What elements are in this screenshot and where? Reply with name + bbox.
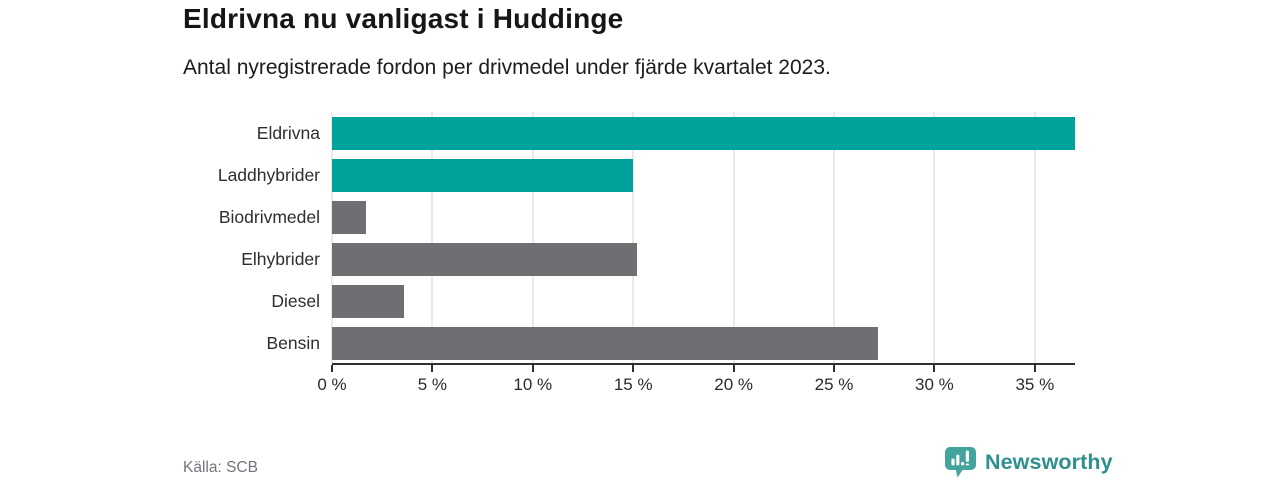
source-note: Källa: SCB (183, 459, 258, 476)
axis-tick (331, 365, 333, 372)
x-axis: 0 % 5 % 10 % 15 % 20 % 25 % 30 % 35 % (317, 365, 1075, 405)
bar (332, 285, 405, 318)
axis-tick-label: 10 % (513, 375, 553, 394)
axis-tick (732, 365, 735, 372)
gridline (732, 112, 735, 363)
chart-subtitle: Antal nyregistrerade fordon per drivmede… (183, 56, 831, 79)
axis-tick-label: 35 % (1015, 375, 1055, 394)
axis-tick-label: 25 % (814, 375, 854, 394)
gridline (933, 112, 936, 363)
axis-tick (632, 365, 635, 372)
gridline (833, 112, 836, 363)
category-label: Eldrivna (256, 123, 320, 143)
axis-tick-label: 20 % (714, 375, 753, 394)
axis-tick (833, 365, 836, 372)
axis-tick-label: 5 % (417, 375, 448, 394)
bar (332, 117, 1075, 150)
category-label: Bensin (266, 333, 320, 353)
gridline (431, 112, 434, 363)
bar (332, 201, 367, 234)
axis-tick-label: 15 % (613, 375, 653, 394)
bar (332, 159, 634, 192)
newsworthy-logo-text: Newsworthy (985, 449, 1113, 474)
axis-tick (933, 365, 936, 372)
gridline (531, 112, 534, 363)
category-label: Diesel (271, 291, 320, 311)
bar (332, 243, 638, 276)
category-label: Biodrivmedel (218, 207, 320, 227)
category-labels: Eldrivna Laddhybrider Biodrivmedel Elhybrid… (0, 112, 320, 363)
category-label: Elhybrider (241, 249, 320, 269)
newsworthy-logo: Newsworthy (944, 446, 1113, 478)
gridline (632, 112, 635, 363)
category-label: Laddhybrider (217, 165, 320, 185)
axis-tick-label: 0 % (317, 375, 347, 394)
axis-tick (431, 365, 434, 372)
plot-area (331, 112, 1075, 365)
gridline (1033, 112, 1036, 363)
axis-tick (531, 365, 534, 372)
bar (332, 327, 879, 360)
gridline (331, 112, 333, 363)
axis-tick (1033, 365, 1036, 372)
chart-title: Eldrivna nu vanligast i Huddinge (183, 3, 624, 34)
newsworthy-logo-icon (945, 447, 976, 478)
axis-tick-label: 30 % (915, 375, 954, 394)
